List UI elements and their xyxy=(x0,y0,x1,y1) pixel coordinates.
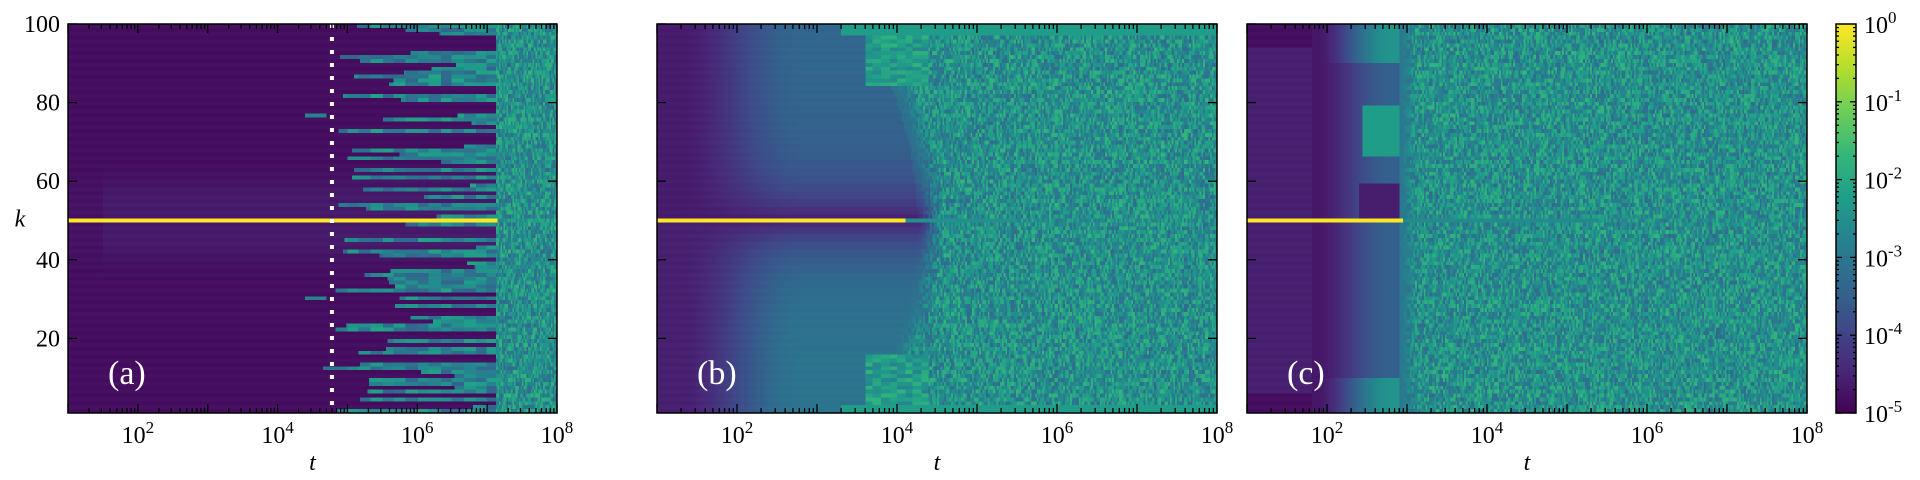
y-tick-label: 40 xyxy=(36,248,60,274)
x-tick-label: 104 xyxy=(881,418,914,449)
panel-label: (b) xyxy=(697,355,737,392)
colorbar-tick-label: 10-2 xyxy=(1864,164,1902,195)
y-tick-label: 20 xyxy=(36,326,60,352)
x-axis-label: t xyxy=(309,450,317,476)
panel-b: 102 104 106 108 t (b) xyxy=(656,23,1234,476)
colorbar-tick-label: 10-4 xyxy=(1864,319,1903,350)
y-axis-label: k xyxy=(15,207,26,233)
plot-frame xyxy=(1246,23,1808,414)
colorbar-tick-label: 100 xyxy=(1864,8,1897,39)
x-tick-label: 102 xyxy=(721,418,754,449)
colorbar-tick-label: 10-3 xyxy=(1864,241,1902,272)
heatmap-image xyxy=(1247,24,1807,413)
x-tick-label: 106 xyxy=(1041,418,1074,449)
x-tick-label: 104 xyxy=(261,418,294,449)
panel-label: (a) xyxy=(108,355,146,392)
x-axis-label: t xyxy=(1524,450,1532,476)
x-tick-label: 108 xyxy=(1791,418,1824,449)
colorbar-tick-label: 10-5 xyxy=(1864,397,1902,428)
colorbar-frame xyxy=(1835,23,1857,414)
colorbar: 100 10-1 10-2 10-3 10-4 10-5 xyxy=(1835,8,1903,428)
colorbar-gradient xyxy=(1836,24,1856,413)
colorbar-tick-label: 10-1 xyxy=(1864,86,1902,117)
x-tick-label: 104 xyxy=(1471,418,1504,449)
x-tick-label: 108 xyxy=(541,418,574,449)
panel-c: 102 104 106 108 t (c) xyxy=(1246,23,1824,476)
heatmap-image xyxy=(68,24,557,413)
x-tick-label: 106 xyxy=(1631,418,1664,449)
panel-a: 102 104 106 108 20 40 60 80 100 t k (a) xyxy=(15,12,574,476)
plot-frame xyxy=(67,23,558,414)
x-axis-label: t xyxy=(934,450,942,476)
x-tick-label: 108 xyxy=(1201,418,1234,449)
heatmap-image xyxy=(657,24,1217,413)
y-tick-label: 80 xyxy=(36,91,60,117)
y-tick-label: 100 xyxy=(24,12,60,38)
x-tick-label: 106 xyxy=(401,418,434,449)
heatmap-panels: 102 104 106 108 20 40 60 80 100 t k (a) 102 104 106 108… xyxy=(15,12,1824,476)
y-tick-label: 60 xyxy=(36,169,60,195)
x-tick-label: 102 xyxy=(122,418,155,449)
plot-frame xyxy=(656,23,1218,414)
panel-label: (c) xyxy=(1287,355,1325,392)
x-tick-label: 102 xyxy=(1311,418,1344,449)
